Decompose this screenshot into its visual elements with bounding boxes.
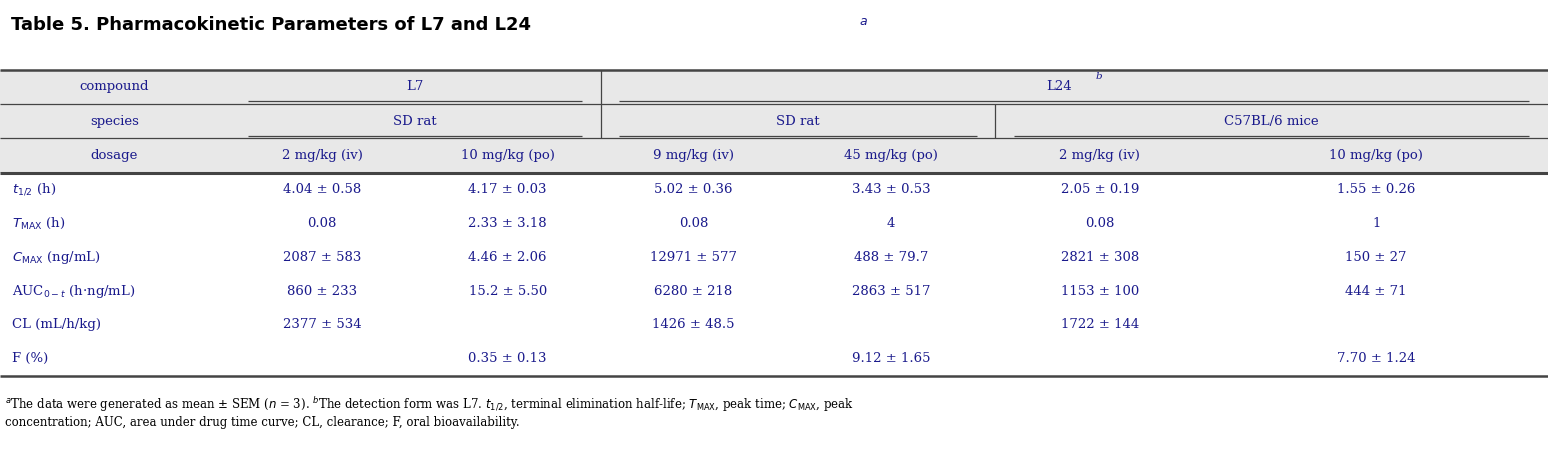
Text: a: a: [859, 15, 867, 28]
Text: 9 mg/kg (iv): 9 mg/kg (iv): [653, 149, 734, 162]
Text: 1.55 ± 0.26: 1.55 ± 0.26: [1337, 183, 1415, 196]
Bar: [0, 240, 1548, 274]
Text: $\mathit{T}_{\mathrm{MAX}}$ (h): $\mathit{T}_{\mathrm{MAX}}$ (h): [12, 216, 65, 231]
Text: 4: 4: [887, 217, 895, 230]
Text: 0.08: 0.08: [680, 217, 707, 230]
Text: 2 mg/kg (iv): 2 mg/kg (iv): [282, 149, 362, 162]
Text: L7: L7: [406, 81, 424, 94]
Bar: [0, 172, 1548, 207]
Text: $^a$The data were generated as mean $\pm$ SEM ($n$ = 3). $^b$The detection form : $^a$The data were generated as mean $\pm…: [5, 396, 853, 414]
Text: 2.05 ± 0.19: 2.05 ± 0.19: [1060, 183, 1139, 196]
Text: 1722 ± 144: 1722 ± 144: [1060, 319, 1139, 332]
Text: SD rat: SD rat: [393, 115, 437, 128]
Bar: [0, 308, 1548, 342]
Bar: [0, 70, 1548, 104]
Text: 4.46 ± 2.06: 4.46 ± 2.06: [469, 251, 546, 264]
Text: b: b: [1096, 72, 1102, 81]
Text: 2377 ± 534: 2377 ± 534: [283, 319, 361, 332]
Text: 860 ± 233: 860 ± 233: [286, 284, 358, 297]
Text: F (%): F (%): [12, 352, 48, 365]
Text: 7.70 ± 1.24: 7.70 ± 1.24: [1337, 352, 1415, 365]
Text: 3.43 ± 0.53: 3.43 ± 0.53: [851, 183, 930, 196]
Text: dosage: dosage: [91, 149, 138, 162]
Text: 9.12 ± 1.65: 9.12 ± 1.65: [851, 352, 930, 365]
Text: 6280 ± 218: 6280 ± 218: [655, 284, 732, 297]
Text: 2 mg/kg (iv): 2 mg/kg (iv): [1059, 149, 1141, 162]
Text: 2821 ± 308: 2821 ± 308: [1060, 251, 1139, 264]
Text: species: species: [90, 115, 139, 128]
Text: C57BL/6 mice: C57BL/6 mice: [1224, 115, 1319, 128]
Bar: [0, 138, 1548, 172]
Text: 4.04 ± 0.58: 4.04 ± 0.58: [283, 183, 361, 196]
Text: 150 ± 27: 150 ± 27: [1345, 251, 1407, 264]
Text: 5.02 ± 0.36: 5.02 ± 0.36: [655, 183, 732, 196]
Text: 2087 ± 583: 2087 ± 583: [283, 251, 361, 264]
Text: 2863 ± 517: 2863 ± 517: [851, 284, 930, 297]
Text: 10 mg/kg (po): 10 mg/kg (po): [1330, 149, 1423, 162]
Text: 0.08: 0.08: [1085, 217, 1115, 230]
Bar: [0, 342, 1548, 376]
Text: 488 ± 79.7: 488 ± 79.7: [853, 251, 929, 264]
Text: 45 mg/kg (po): 45 mg/kg (po): [844, 149, 938, 162]
Text: 0.08: 0.08: [308, 217, 336, 230]
Text: 1153 ± 100: 1153 ± 100: [1060, 284, 1139, 297]
Text: 12971 ± 577: 12971 ± 577: [650, 251, 737, 264]
Text: L24: L24: [1046, 81, 1071, 94]
Text: 10 mg/kg (po): 10 mg/kg (po): [461, 149, 554, 162]
Text: concentration; AUC, area under drug time curve; CL, clearance; F, oral bioavaila: concentration; AUC, area under drug time…: [5, 416, 519, 429]
Bar: [0, 207, 1548, 240]
Text: 1: 1: [1372, 217, 1381, 230]
Text: SD rat: SD rat: [776, 115, 820, 128]
Text: $\mathit{C}_{\mathrm{MAX}}$ (ng/mL): $\mathit{C}_{\mathrm{MAX}}$ (ng/mL): [12, 249, 101, 266]
Bar: [0, 274, 1548, 308]
Text: $\mathit{t}_{1/2}$ (h): $\mathit{t}_{1/2}$ (h): [12, 182, 57, 198]
Text: 4.17 ± 0.03: 4.17 ± 0.03: [469, 183, 546, 196]
Text: 444 ± 71: 444 ± 71: [1345, 284, 1407, 297]
Bar: [0, 104, 1548, 138]
Text: 1426 ± 48.5: 1426 ± 48.5: [652, 319, 735, 332]
Text: compound: compound: [80, 81, 149, 94]
Text: 2.33 ± 3.18: 2.33 ± 3.18: [469, 217, 546, 230]
Text: Table 5. Pharmacokinetic Parameters of L7 and L24: Table 5. Pharmacokinetic Parameters of L…: [11, 16, 531, 34]
Text: AUC$_{0-t}$ (h·ng/mL): AUC$_{0-t}$ (h·ng/mL): [12, 283, 136, 300]
Text: 15.2 ± 5.50: 15.2 ± 5.50: [469, 284, 546, 297]
Text: CL (mL/h/kg): CL (mL/h/kg): [12, 319, 101, 332]
Text: 0.35 ± 0.13: 0.35 ± 0.13: [469, 352, 546, 365]
